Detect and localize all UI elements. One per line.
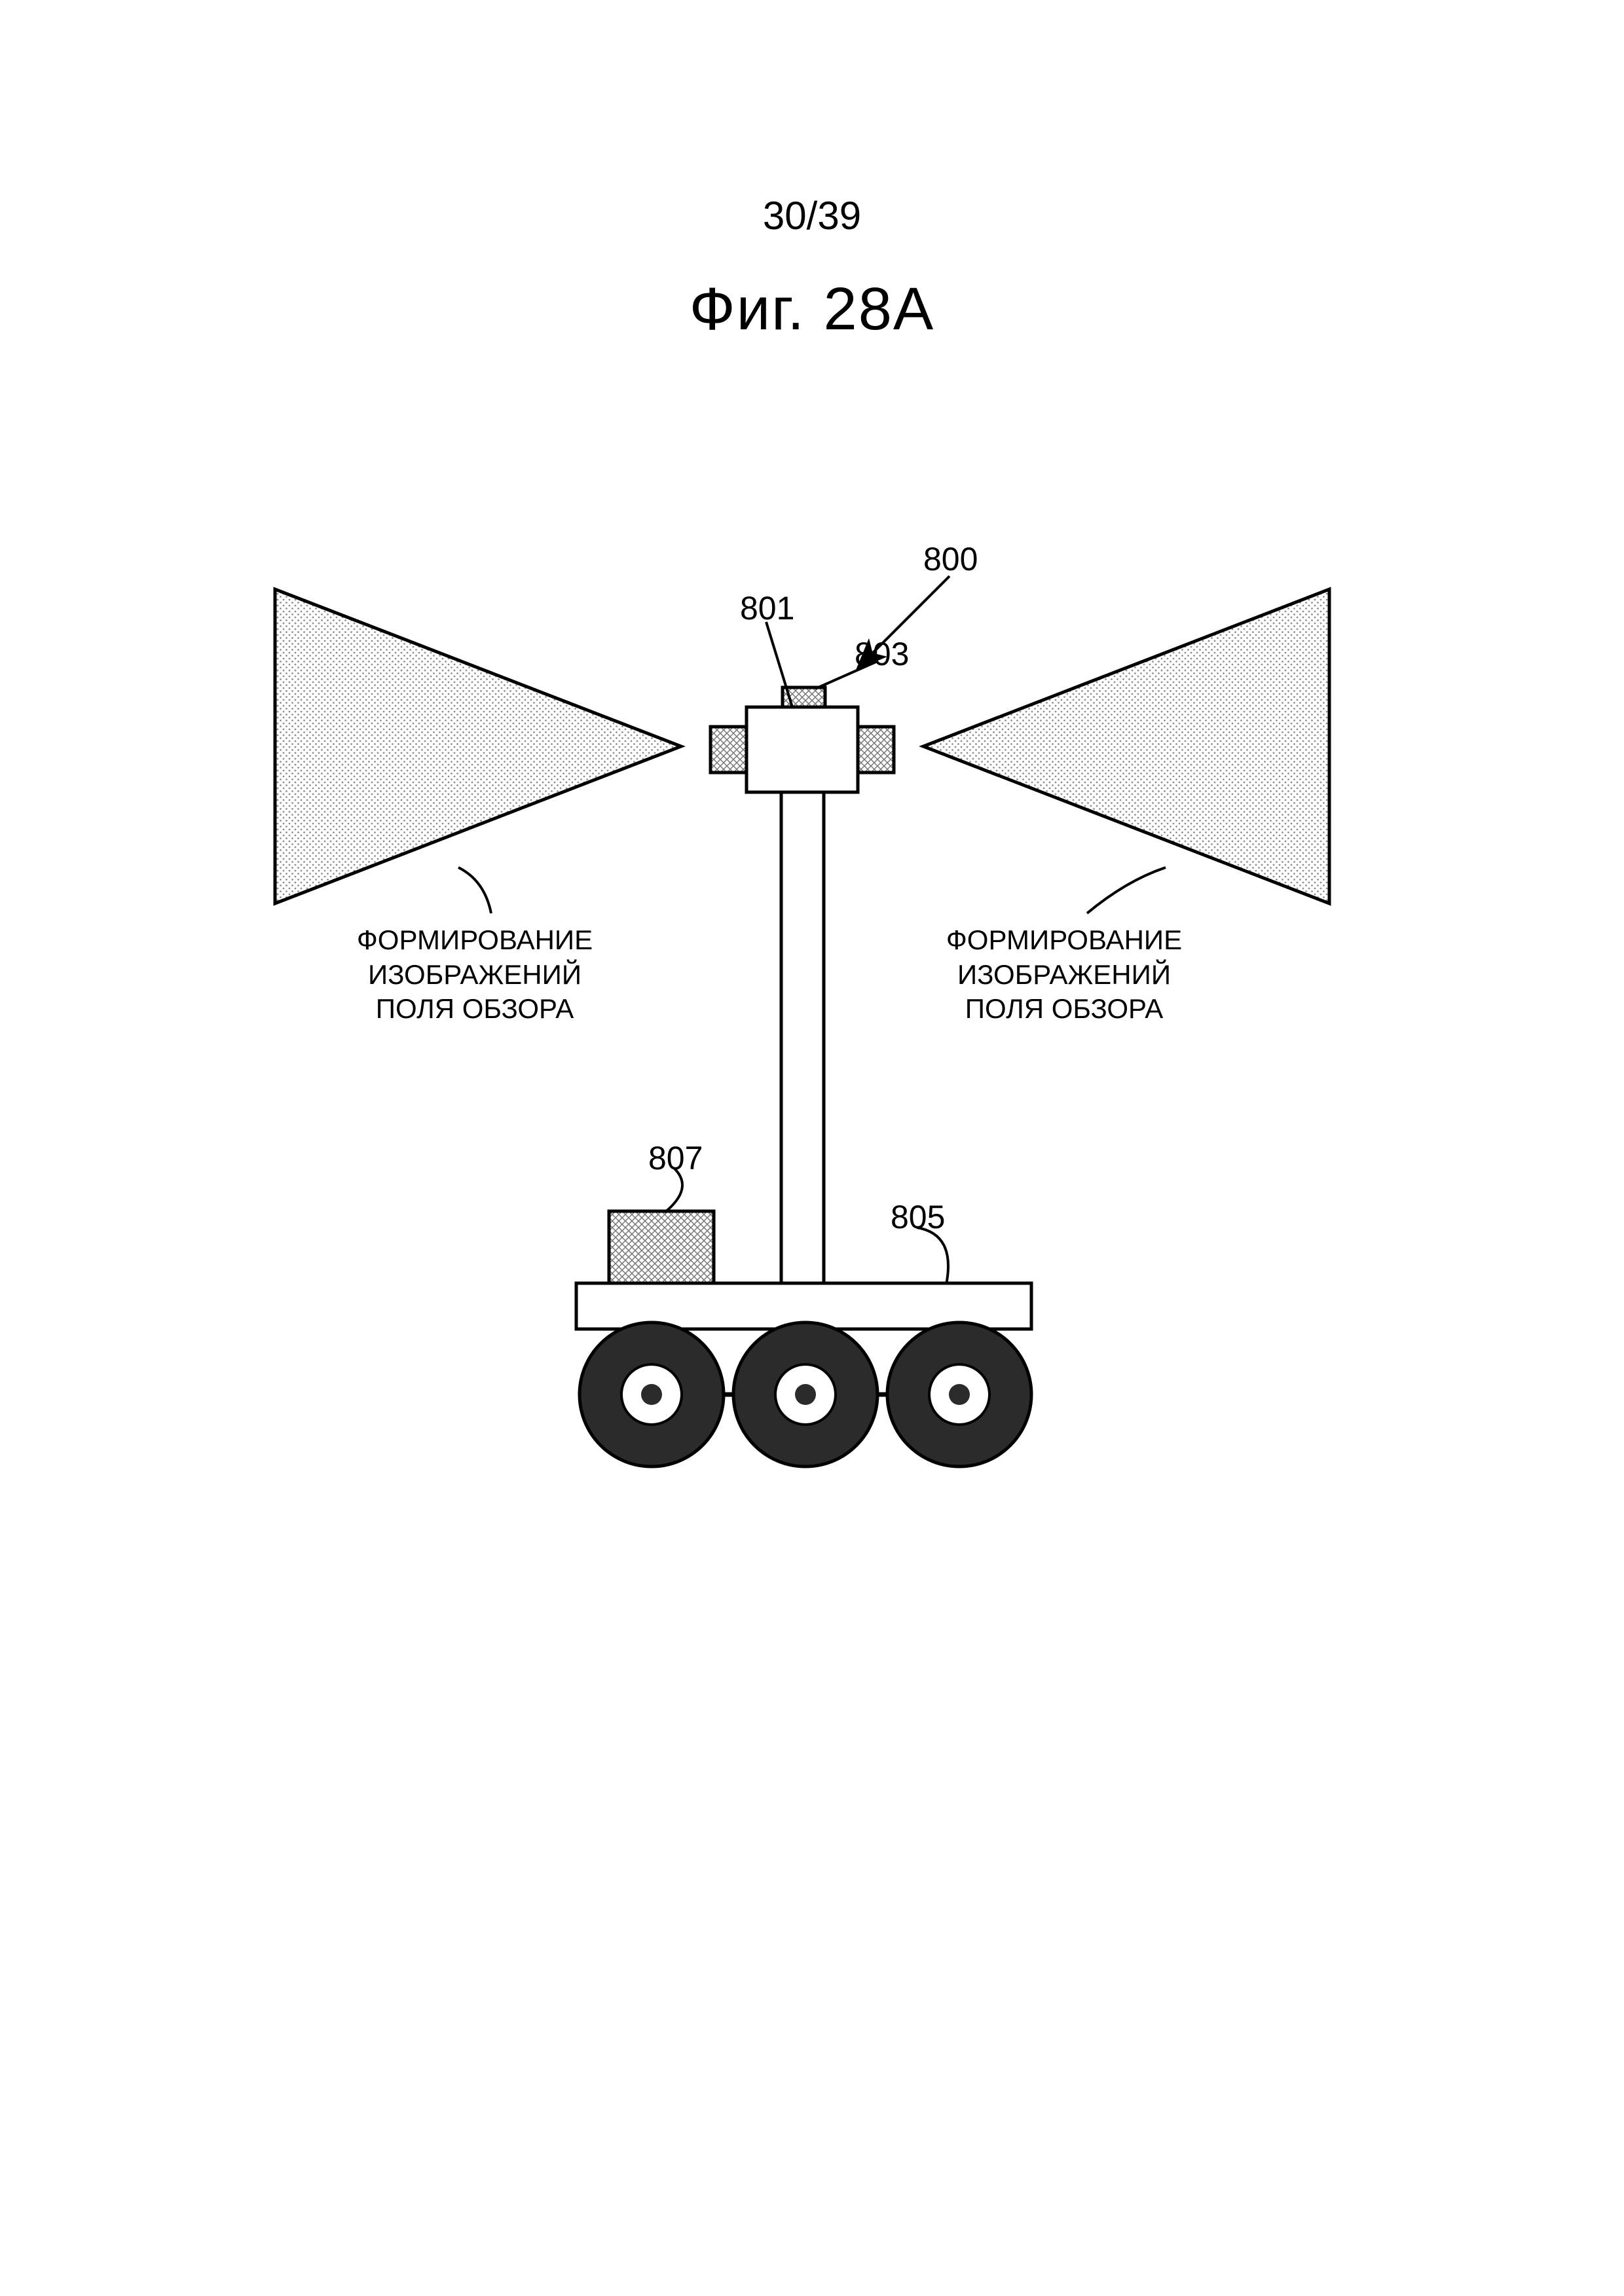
figure-title: Фиг. 28A bbox=[0, 275, 1624, 344]
figure-diagram: 800 801 803 805 807 ФОРМИРОВАНИЕ ИЗОБРАЖ… bbox=[229, 504, 1395, 1617]
diagram-svg bbox=[229, 504, 1395, 1617]
fov-left-label: ФОРМИРОВАНИЕ ИЗОБРАЖЕНИЙ ПОЛЯ ОБЗОРА bbox=[327, 923, 622, 1027]
page-number: 30/39 bbox=[0, 193, 1624, 238]
ref-805-label: 805 bbox=[891, 1198, 945, 1236]
page: 30/39 Фиг. 28A bbox=[0, 0, 1624, 2296]
ref-807-label: 807 bbox=[648, 1139, 703, 1177]
fov-right-label: ФОРМИРОВАНИЕ ИЗОБРАЖЕНИЙ ПОЛЯ ОБЗОРА bbox=[917, 923, 1211, 1027]
ref-801-label: 801 bbox=[740, 589, 794, 627]
ref-803-label: 803 bbox=[855, 635, 909, 673]
ref-800-label: 800 bbox=[923, 540, 978, 578]
